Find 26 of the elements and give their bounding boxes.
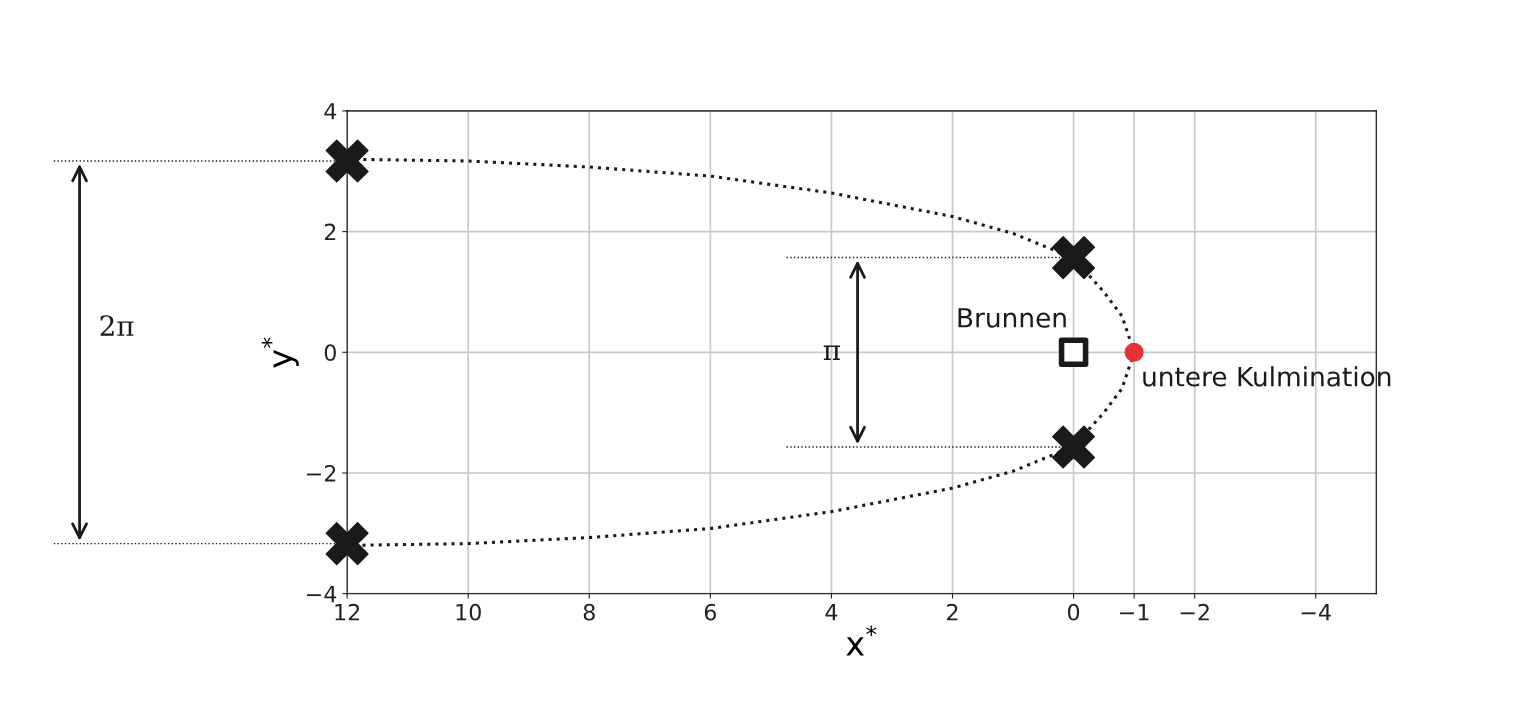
annotation: π (823, 345, 840, 360)
x-tick-label: −4 (1301, 604, 1331, 621)
point (325, 139, 369, 183)
point (1124, 342, 1144, 362)
x-tick-label: 8 (583, 603, 595, 621)
x-tick-label: −1 (1120, 604, 1149, 621)
x-tick-label: 12 (335, 603, 360, 621)
y-tick-label: −2 (307, 464, 336, 482)
point (1058, 337, 1089, 368)
x-tick-label: 4 (825, 604, 838, 621)
y-tick-label: 4 (324, 103, 337, 120)
point (325, 522, 369, 566)
x-axis-title: x$^{*}$ (846, 625, 877, 656)
y-tick-label: 0 (324, 344, 336, 362)
annotation: Brunnen (958, 308, 1066, 328)
x-tick-label: −2 (1180, 603, 1209, 621)
x-tick-label: 2 (947, 603, 958, 621)
x-tick-label: 10 (456, 603, 481, 621)
y-tick-label: −4 (307, 585, 337, 603)
point (1052, 236, 1096, 280)
x-tick-label: 6 (704, 603, 717, 621)
point (1052, 425, 1096, 469)
x-tick-label: 0 (1067, 603, 1080, 621)
text: 2π (100, 315, 134, 336)
y-tick-label: 2 (324, 223, 336, 241)
y-axis-title: y$^{*}$ (261, 337, 299, 368)
